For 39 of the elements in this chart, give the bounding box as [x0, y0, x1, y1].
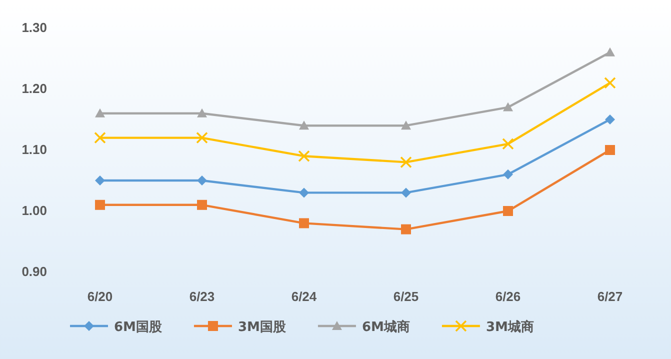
y-tick-label: 1.20: [22, 81, 47, 96]
point: [299, 188, 309, 198]
point: [95, 108, 105, 118]
point: [502, 138, 514, 150]
x-tick-label: 6/26: [495, 289, 521, 304]
point: [503, 169, 513, 180]
point: [605, 114, 615, 124]
x-tick-label: 6/20: [87, 289, 113, 304]
legend-label: 6M国股: [114, 320, 163, 335]
x-tick-label: 6/24: [291, 289, 318, 304]
point: [400, 156, 412, 168]
y-tick-label: 1.10: [22, 142, 47, 158]
point: [401, 224, 411, 234]
point: [298, 150, 310, 162]
legend-label: 3M国股: [238, 320, 287, 335]
point: [503, 206, 513, 216]
legend-label: 3M城商: [486, 319, 534, 335]
point: [503, 102, 513, 112]
y-tick-label: 0.90: [22, 264, 47, 280]
x-tick-label: 6/23: [189, 289, 215, 304]
point: [604, 77, 616, 89]
y-tick-label: 1.30: [22, 20, 47, 36]
point: [197, 200, 207, 210]
point: [197, 176, 207, 186]
point: [299, 218, 309, 228]
point: [95, 200, 105, 210]
x-tick-label: 6/27: [597, 289, 623, 304]
y-tick-label: 1.00: [22, 203, 47, 218]
point: [605, 47, 615, 56]
point: [197, 108, 207, 118]
point: [299, 120, 309, 130]
point: [95, 176, 105, 186]
legend-label: 6M城商: [362, 319, 410, 335]
point: [605, 145, 615, 155]
x-tick-label: 6/25: [393, 289, 419, 304]
point: [196, 132, 208, 144]
point: [401, 120, 411, 130]
point: [401, 188, 411, 198]
point: [94, 132, 106, 144]
